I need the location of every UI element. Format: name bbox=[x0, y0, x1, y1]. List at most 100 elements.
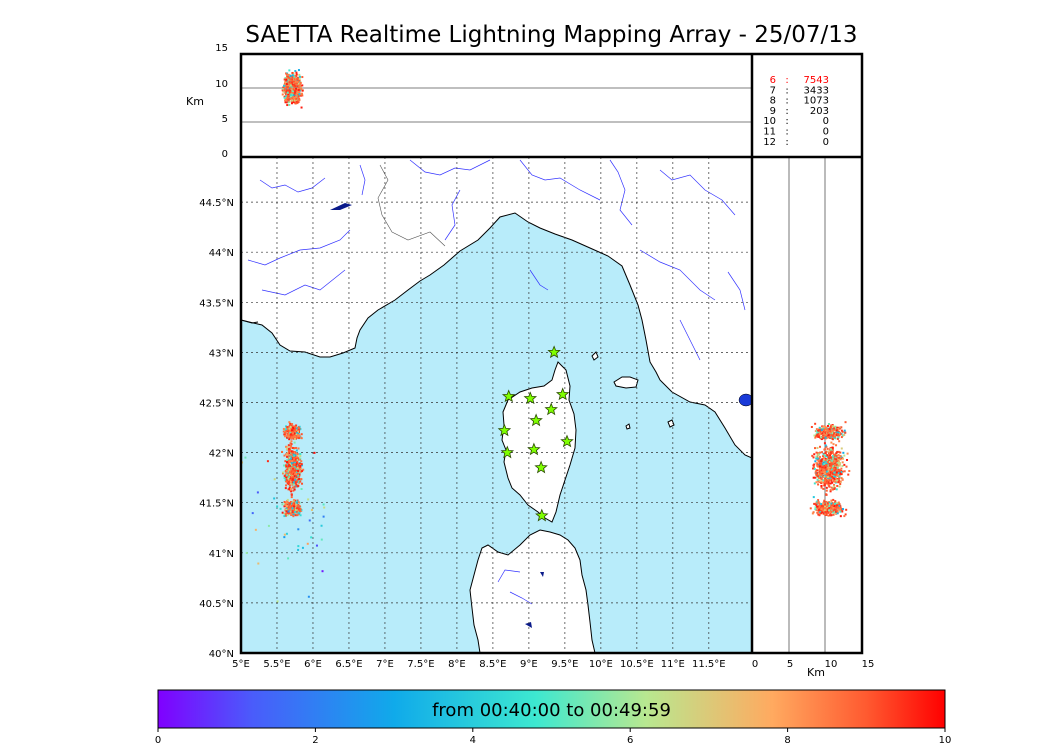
lightning-source bbox=[298, 97, 301, 100]
lightning-source bbox=[812, 511, 815, 514]
station-marker bbox=[500, 445, 515, 459]
lightning-source bbox=[297, 83, 300, 86]
lightning-source bbox=[288, 451, 291, 454]
lightning-source bbox=[811, 454, 814, 457]
lightning-source bbox=[283, 96, 286, 99]
lightning-source bbox=[285, 474, 288, 477]
lightning-source bbox=[816, 478, 819, 481]
lightning-source bbox=[290, 436, 293, 439]
lightning-source bbox=[289, 78, 292, 81]
lightning-source bbox=[824, 513, 827, 516]
lightning-source bbox=[294, 501, 297, 504]
lightning-source bbox=[830, 435, 833, 438]
lightning-source bbox=[289, 489, 292, 492]
lightning-source bbox=[290, 501, 293, 504]
lightning-source bbox=[836, 450, 839, 453]
lightning-source bbox=[823, 462, 826, 465]
lightning-source bbox=[822, 463, 825, 466]
lightning-source bbox=[285, 73, 288, 76]
lightning-source bbox=[823, 430, 826, 433]
borders bbox=[377, 164, 446, 247]
lightning-source bbox=[814, 506, 817, 509]
lightning-source bbox=[834, 477, 837, 480]
lightning-source bbox=[828, 482, 831, 485]
lightning-source bbox=[290, 508, 293, 511]
lat-tick-label: 43.5°N bbox=[199, 298, 234, 309]
lightning-source bbox=[301, 482, 304, 485]
lightning-source bbox=[819, 455, 822, 458]
station-count-number: 7 bbox=[770, 85, 776, 96]
lightning-source bbox=[822, 479, 825, 482]
lightning-source bbox=[822, 487, 825, 490]
lightning-source bbox=[291, 426, 294, 429]
lightning-source bbox=[835, 471, 838, 474]
lightning-source bbox=[294, 79, 297, 82]
lightning-source bbox=[290, 453, 293, 456]
lightning-source bbox=[291, 502, 294, 505]
lightning-source bbox=[833, 471, 836, 474]
lightning-source bbox=[294, 434, 297, 437]
lightning-source bbox=[843, 515, 846, 518]
lightning-source bbox=[827, 470, 830, 473]
lightning-source bbox=[820, 458, 823, 461]
lightning-source bbox=[283, 454, 286, 457]
lightning-source bbox=[298, 75, 301, 78]
lightning-source bbox=[285, 80, 288, 83]
lightning-source bbox=[816, 475, 819, 478]
lightning-source bbox=[283, 476, 286, 479]
lightning-source bbox=[299, 82, 302, 85]
lightning-source bbox=[291, 74, 294, 77]
lightning-source bbox=[285, 484, 288, 487]
lightning-source bbox=[282, 427, 285, 430]
lightning-source bbox=[288, 81, 291, 84]
lightning-source bbox=[290, 460, 293, 463]
lightning-source bbox=[299, 480, 302, 483]
lightning-source bbox=[284, 86, 287, 89]
lightning-source bbox=[288, 438, 291, 441]
lightning-source bbox=[284, 428, 287, 431]
station-marker bbox=[534, 460, 548, 474]
lightning-source bbox=[289, 84, 292, 87]
lightning-source bbox=[290, 78, 293, 81]
lightning-source bbox=[833, 462, 836, 465]
lightning-source bbox=[835, 488, 838, 491]
lightning-source bbox=[812, 464, 815, 467]
lightning-source bbox=[816, 473, 819, 476]
lightning-source bbox=[814, 508, 817, 511]
lightning-source bbox=[814, 447, 817, 450]
lightning-source bbox=[816, 435, 819, 438]
lightning-source bbox=[286, 500, 289, 503]
lightning-source bbox=[822, 509, 825, 512]
lightning-source bbox=[295, 424, 298, 427]
lightning-source bbox=[835, 458, 838, 461]
lightning-source bbox=[825, 427, 828, 430]
lightning-source bbox=[288, 484, 291, 487]
lightning-source bbox=[290, 77, 293, 80]
lightning-source bbox=[833, 460, 836, 463]
lightning-source bbox=[840, 447, 843, 450]
lightning-source bbox=[836, 472, 839, 475]
lightning-source bbox=[839, 458, 842, 461]
lightning-source bbox=[830, 437, 833, 440]
lat-tick-label: 40°N bbox=[209, 649, 234, 660]
lightning-source bbox=[288, 480, 291, 483]
lightning-source bbox=[838, 508, 841, 511]
lightning-source bbox=[841, 470, 844, 473]
lightning-source bbox=[296, 510, 299, 513]
lightning-source bbox=[279, 507, 282, 510]
lightning-source bbox=[820, 460, 823, 463]
lightning-source bbox=[839, 510, 842, 513]
lightning-source bbox=[289, 477, 292, 480]
lightning-source bbox=[824, 458, 827, 461]
lightning-source bbox=[817, 499, 820, 502]
lightning-source bbox=[823, 453, 826, 456]
lightning-source bbox=[285, 83, 288, 86]
lightning-source bbox=[839, 515, 842, 518]
side-xtick: 10 bbox=[825, 659, 838, 670]
lightning-source bbox=[299, 514, 302, 517]
lightning-source bbox=[292, 101, 295, 104]
lightning-source bbox=[830, 499, 833, 502]
lightning-source bbox=[810, 425, 813, 428]
lightning-source bbox=[821, 468, 824, 471]
lightning-source bbox=[290, 424, 293, 427]
